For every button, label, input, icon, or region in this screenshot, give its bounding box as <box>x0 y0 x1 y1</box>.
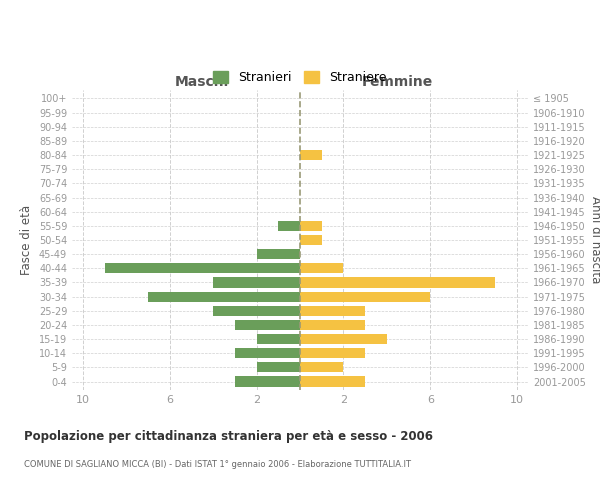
Bar <box>257 362 300 372</box>
Bar <box>235 376 300 386</box>
Y-axis label: Fasce di età: Fasce di età <box>20 205 33 275</box>
Text: COMUNE DI SAGLIANO MICCA (BI) - Dati ISTAT 1° gennaio 2006 - Elaborazione TUTTIT: COMUNE DI SAGLIANO MICCA (BI) - Dati IST… <box>24 460 411 469</box>
Bar <box>300 278 496 287</box>
Bar <box>213 278 300 287</box>
Bar <box>300 306 365 316</box>
Bar <box>235 348 300 358</box>
Bar <box>148 292 300 302</box>
Text: Femmine: Femmine <box>362 74 433 88</box>
Bar <box>300 235 322 245</box>
Bar <box>300 376 365 386</box>
Bar <box>300 348 365 358</box>
Bar <box>278 221 300 231</box>
Bar <box>300 334 387 344</box>
Bar <box>235 320 300 330</box>
Text: Popolazione per cittadinanza straniera per età e sesso - 2006: Popolazione per cittadinanza straniera p… <box>24 430 433 443</box>
Bar <box>300 221 322 231</box>
Y-axis label: Anni di nascita: Anni di nascita <box>589 196 600 284</box>
Bar <box>257 334 300 344</box>
Legend: Stranieri, Straniere: Stranieri, Straniere <box>208 66 392 89</box>
Bar <box>300 320 365 330</box>
Bar <box>104 263 300 274</box>
Bar <box>257 249 300 259</box>
Bar <box>300 150 322 160</box>
Bar <box>213 306 300 316</box>
Bar <box>300 263 343 274</box>
Bar <box>300 362 343 372</box>
Text: Maschi: Maschi <box>175 74 229 88</box>
Bar <box>300 292 430 302</box>
